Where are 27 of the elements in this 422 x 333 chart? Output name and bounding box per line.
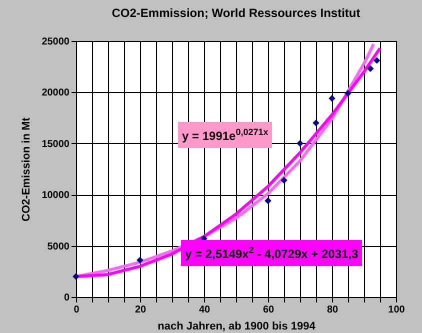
x-tick-label: 100 (388, 304, 406, 316)
y-tick-label: 20000 (42, 88, 70, 99)
point (367, 65, 374, 72)
y-tick-label: 5000 (47, 241, 70, 252)
point (312, 120, 320, 126)
point (328, 94, 336, 102)
annotation: y = 1991e$^{0,0271x}$ (178, 122, 272, 148)
point (136, 256, 144, 264)
point (264, 197, 272, 204)
x-tick-label: 80 (326, 304, 338, 316)
annotation: y = 2,5149x$^{2}$ - 4,0729x + 2031,3 (181, 240, 362, 266)
y-tick-label: 0 (64, 292, 70, 304)
x-tick-label: 0 (74, 304, 80, 316)
x-axis-title: nach Jahren, ab 1900 bis 1994 (158, 320, 316, 332)
chart-title: CO2-Emmission; World Ressources Institut (112, 6, 360, 20)
x-tick-label: 40 (198, 304, 210, 316)
y-tick-label: 15000 (42, 138, 70, 150)
y-tick-label: 25000 (42, 36, 70, 48)
y-axis-title: CO2-Emission in Mt (20, 117, 33, 222)
x-tick-label: 20 (134, 304, 146, 316)
y-tick-label: 10000 (42, 190, 70, 202)
point (344, 90, 352, 97)
point (72, 273, 80, 280)
point (373, 57, 380, 64)
point (280, 176, 288, 184)
x-tick-label: 60 (262, 304, 274, 316)
point (296, 140, 304, 147)
